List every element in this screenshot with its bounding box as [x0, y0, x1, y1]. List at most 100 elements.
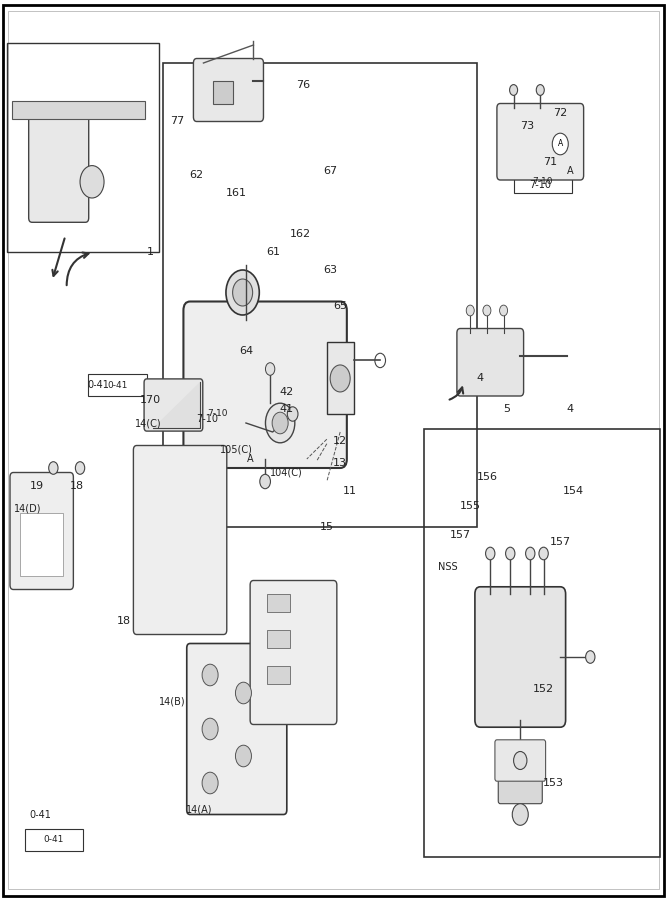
Bar: [327, 343, 354, 414]
Circle shape: [202, 772, 218, 794]
Text: 15: 15: [320, 521, 334, 532]
Text: 7-10: 7-10: [533, 177, 553, 186]
Text: 157: 157: [450, 530, 471, 541]
Bar: [514, 171, 572, 193]
Text: 42: 42: [279, 386, 294, 397]
Bar: [163, 63, 477, 526]
Text: 0-41: 0-41: [44, 835, 64, 844]
Bar: [20, 513, 63, 576]
Text: 7-10: 7-10: [207, 409, 227, 418]
Text: 152: 152: [533, 683, 554, 694]
Circle shape: [330, 365, 350, 392]
Text: A: A: [567, 166, 574, 176]
Text: 162: 162: [289, 229, 311, 239]
Circle shape: [235, 745, 251, 767]
Circle shape: [259, 474, 271, 489]
Bar: [188, 403, 247, 423]
Text: 65: 65: [334, 301, 347, 311]
Circle shape: [514, 752, 527, 770]
Text: 11: 11: [344, 485, 357, 496]
Text: 14(C): 14(C): [135, 418, 162, 428]
Text: 18: 18: [69, 481, 84, 491]
Bar: [213, 81, 233, 104]
Text: 73: 73: [520, 121, 534, 131]
Text: 61: 61: [267, 247, 280, 257]
FancyBboxPatch shape: [475, 587, 566, 727]
Polygon shape: [153, 382, 200, 428]
Bar: [12, 101, 145, 119]
Text: 7-10: 7-10: [530, 179, 551, 190]
Text: 154: 154: [563, 485, 584, 496]
Text: 153: 153: [543, 778, 564, 788]
Circle shape: [539, 547, 548, 560]
Text: 13: 13: [334, 458, 347, 469]
FancyBboxPatch shape: [193, 58, 263, 122]
Bar: [88, 374, 147, 396]
Text: 12: 12: [333, 436, 348, 446]
FancyBboxPatch shape: [498, 776, 542, 804]
Bar: [267, 630, 290, 648]
Text: 0-41: 0-41: [29, 809, 51, 820]
Text: 18: 18: [116, 616, 131, 626]
FancyBboxPatch shape: [250, 580, 337, 724]
Circle shape: [75, 462, 85, 474]
Circle shape: [552, 133, 568, 155]
Circle shape: [265, 363, 275, 375]
Circle shape: [536, 85, 544, 95]
Circle shape: [235, 682, 251, 704]
FancyBboxPatch shape: [183, 302, 347, 468]
Circle shape: [226, 270, 259, 315]
FancyBboxPatch shape: [29, 105, 89, 222]
Circle shape: [80, 166, 104, 198]
Text: 41: 41: [279, 404, 294, 415]
Text: 104(C): 104(C): [270, 467, 303, 478]
Text: 76: 76: [296, 80, 311, 91]
Text: 14(B): 14(B): [159, 697, 185, 707]
Bar: [267, 666, 290, 684]
Bar: [25, 829, 83, 850]
Text: 72: 72: [553, 107, 568, 118]
Circle shape: [287, 407, 298, 421]
FancyBboxPatch shape: [495, 740, 546, 781]
Text: A: A: [247, 454, 253, 464]
FancyBboxPatch shape: [497, 104, 584, 180]
Circle shape: [486, 547, 495, 560]
Circle shape: [202, 718, 218, 740]
Circle shape: [510, 85, 518, 95]
Circle shape: [272, 412, 288, 434]
Text: 7-10: 7-10: [196, 413, 217, 424]
Text: 4: 4: [567, 404, 574, 415]
Circle shape: [512, 804, 528, 825]
Text: 157: 157: [550, 536, 571, 547]
Circle shape: [49, 462, 58, 474]
Text: 19: 19: [29, 481, 44, 491]
Text: 14(D): 14(D): [14, 503, 42, 514]
Circle shape: [586, 651, 595, 663]
Circle shape: [265, 403, 295, 443]
Text: 0-41: 0-41: [107, 381, 127, 390]
Circle shape: [526, 547, 535, 560]
Circle shape: [233, 279, 253, 306]
FancyBboxPatch shape: [187, 644, 287, 814]
Text: 63: 63: [323, 265, 337, 275]
Text: 62: 62: [189, 170, 204, 181]
Bar: [424, 429, 660, 857]
Text: 67: 67: [323, 166, 338, 176]
FancyBboxPatch shape: [10, 472, 73, 590]
Text: 5: 5: [504, 404, 510, 415]
Text: 170: 170: [139, 395, 161, 406]
Text: A: A: [558, 140, 563, 148]
Text: 14(A): 14(A): [185, 805, 212, 815]
FancyBboxPatch shape: [133, 446, 227, 634]
Text: 64: 64: [239, 346, 254, 356]
Circle shape: [500, 305, 508, 316]
Circle shape: [506, 547, 515, 560]
Text: 4: 4: [477, 373, 484, 383]
FancyBboxPatch shape: [457, 328, 524, 396]
Circle shape: [466, 305, 474, 316]
Circle shape: [202, 664, 218, 686]
FancyBboxPatch shape: [144, 379, 203, 431]
Bar: [7, 43, 159, 252]
Text: 71: 71: [543, 157, 558, 167]
Text: 77: 77: [169, 116, 184, 127]
